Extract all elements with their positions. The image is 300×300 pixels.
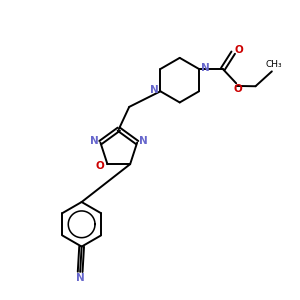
Text: N: N: [89, 136, 98, 146]
Text: O: O: [234, 45, 243, 55]
Text: N: N: [149, 85, 158, 95]
Text: O: O: [96, 160, 104, 171]
Text: N: N: [201, 62, 210, 73]
Text: N: N: [139, 136, 148, 146]
Text: N: N: [76, 273, 85, 284]
Text: CH₃: CH₃: [265, 60, 282, 69]
Text: O: O: [233, 84, 242, 94]
